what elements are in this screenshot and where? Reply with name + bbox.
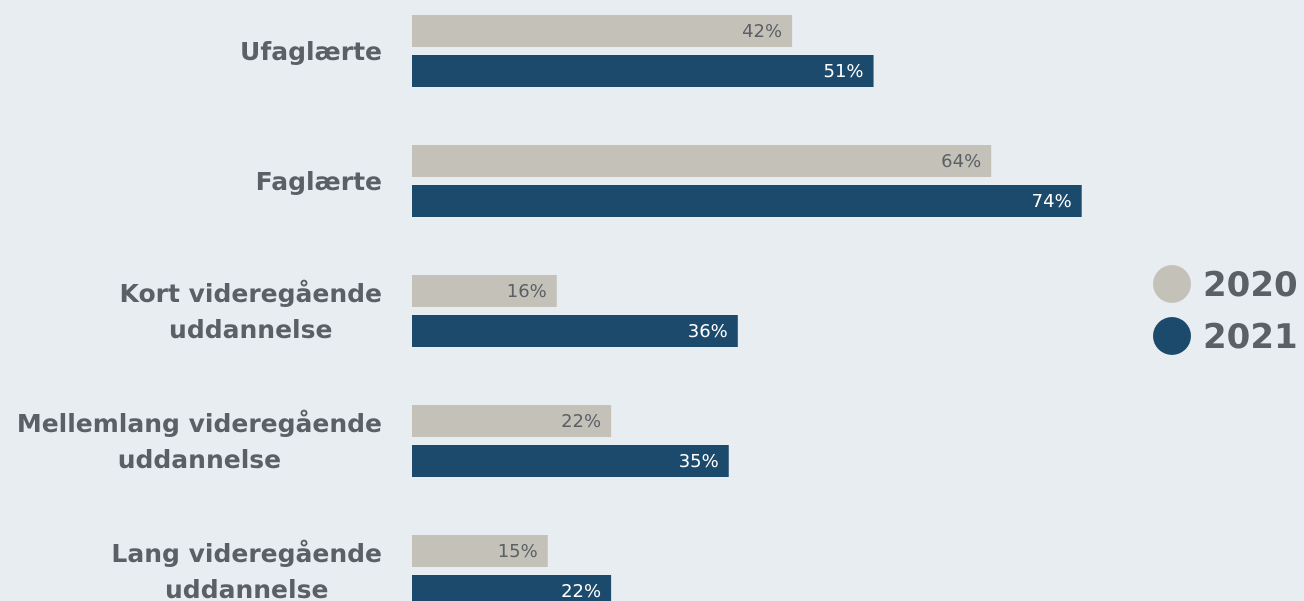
category-label-4: uddannelse (165, 575, 328, 601)
data-label-2021-0: 51% (824, 61, 864, 82)
data-label-2020-0: 42% (742, 21, 782, 42)
category-label-3: uddannelse (118, 445, 281, 474)
data-label-2020-4: 15% (498, 541, 538, 562)
legend-marker-2020 (1153, 265, 1191, 303)
data-label-2021-3: 35% (679, 451, 719, 472)
bar-2021-1 (412, 185, 1082, 217)
category-label-3: Mellemlang videregående (17, 409, 382, 438)
bar-2021-0 (412, 55, 874, 87)
data-label-2021-2: 36% (688, 321, 728, 342)
data-label-2020-3: 22% (561, 411, 601, 432)
bar-2021-4 (412, 575, 612, 601)
data-label-2020-1: 64% (941, 151, 981, 172)
data-label-2020-2: 16% (507, 281, 547, 302)
bar-2021-2 (412, 315, 738, 347)
data-label-2021-4: 22% (561, 581, 601, 601)
category-label-2: Kort videregående (120, 279, 382, 308)
legend-label-2020: 2020 (1203, 265, 1298, 305)
bar-2020-2 (412, 275, 557, 307)
category-label-2: uddannelse (169, 315, 332, 344)
bar-2020-3 (412, 405, 612, 437)
category-label-0: Ufaglærte (240, 37, 382, 66)
bar-2021-3 (412, 445, 729, 477)
category-label-1: Faglærte (256, 167, 382, 196)
bar-2020-4 (412, 535, 548, 567)
legend-marker-2021 (1153, 317, 1191, 355)
category-label-4: Lang videregående (111, 539, 382, 568)
legend-label-2021: 2021 (1203, 317, 1298, 357)
data-label-2021-1: 74% (1032, 191, 1072, 212)
bar-2020-1 (412, 145, 992, 177)
bar-2020-0 (412, 15, 793, 47)
